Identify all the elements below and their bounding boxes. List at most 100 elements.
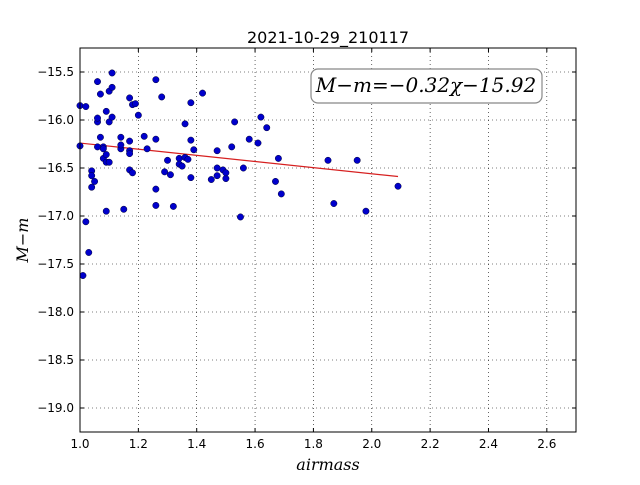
data-point	[272, 177, 279, 185]
data-point	[254, 139, 262, 147]
fit-line-layer	[79, 142, 399, 178]
data-point	[108, 113, 116, 121]
data-point	[140, 132, 148, 140]
data-point	[394, 182, 402, 190]
data-point	[158, 93, 166, 101]
data-point	[96, 133, 104, 141]
data-point	[94, 78, 101, 86]
y-tick-label: −17.0	[37, 209, 74, 223]
data-point	[126, 94, 134, 102]
data-point	[213, 172, 221, 180]
data-point	[184, 155, 192, 163]
data-point	[239, 164, 247, 172]
data-point	[105, 158, 113, 166]
data-point	[108, 69, 116, 77]
data-point	[102, 207, 110, 215]
data-point	[231, 118, 239, 126]
x-axis-label: airmass	[296, 455, 359, 474]
data-point	[79, 272, 87, 279]
data-point	[175, 154, 183, 162]
data-point	[94, 114, 101, 122]
x-tick-label: 2.4	[479, 437, 498, 451]
x-tick-label: 1.2	[129, 437, 148, 451]
data-point	[88, 172, 96, 180]
x-tick-label: 2.0	[362, 437, 381, 451]
data-point	[152, 76, 160, 84]
data-point	[152, 185, 160, 193]
axis-ticks: 1.0 1.2 1.4 1.6 1.8 2.0 2.2 2.4 2.6 −15.5 −16.0 −16…	[37, 48, 576, 451]
data-point	[199, 89, 206, 97]
data-point	[245, 135, 253, 143]
fit-line	[79, 142, 399, 178]
data-point	[85, 249, 93, 256]
y-tick-label: −18.5	[37, 353, 74, 367]
data-point	[353, 156, 361, 164]
data-point	[187, 174, 195, 182]
data-point	[228, 143, 236, 151]
fit-equation: M−m=−0.32χ−15.92	[315, 73, 536, 97]
data-point	[134, 111, 142, 119]
data-point	[94, 143, 101, 151]
fit-annotation-box: M−m=−0.32χ−15.92	[310, 68, 543, 104]
data-point	[126, 150, 134, 158]
data-point	[181, 120, 189, 128]
data-point	[164, 156, 171, 164]
data-point	[190, 146, 198, 154]
data-point	[362, 207, 370, 215]
x-tick-label: 1.6	[246, 437, 265, 451]
data-point	[166, 171, 174, 179]
data-point	[213, 147, 221, 155]
data-point	[169, 202, 177, 210]
data-point	[120, 205, 128, 213]
data-point	[257, 113, 265, 121]
data-point	[102, 107, 110, 115]
data-point	[117, 133, 125, 141]
data-point	[143, 145, 151, 153]
data-point	[330, 200, 338, 207]
y-axis-label: M−m	[13, 218, 32, 264]
data-point	[263, 124, 271, 132]
data-point	[88, 183, 96, 191]
data-point	[178, 162, 186, 170]
data-point	[237, 213, 244, 221]
data-point	[102, 151, 110, 159]
data-point	[207, 176, 215, 183]
y-tick-label: −16.5	[37, 161, 74, 175]
grid-lines	[79, 48, 576, 432]
x-tick-label: 2.6	[537, 437, 556, 451]
x-tick-label: 1.4	[187, 437, 206, 451]
data-point	[324, 156, 332, 164]
data-point	[91, 177, 99, 185]
x-tick-label: 2.2	[421, 437, 440, 451]
data-point	[187, 99, 195, 107]
x-tick-label: 1.0	[70, 437, 89, 451]
data-point	[274, 154, 282, 162]
data-point	[187, 136, 195, 144]
data-point	[213, 164, 221, 172]
data-point	[82, 103, 90, 111]
data-point	[152, 135, 160, 143]
annotation-frame	[310, 68, 543, 104]
y-tick-label: −15.5	[37, 65, 74, 79]
chart-title: 2021-10-29_210117	[247, 28, 409, 48]
data-point	[108, 83, 116, 91]
data-point	[277, 190, 285, 198]
y-tick-label: −18.0	[37, 305, 74, 319]
x-tick-label: 1.8	[304, 437, 323, 451]
y-tick-label: −17.5	[37, 257, 74, 271]
plot-frame	[79, 47, 577, 433]
data-point	[131, 100, 139, 108]
data-points	[76, 69, 402, 279]
data-point	[222, 169, 230, 177]
data-point	[82, 218, 90, 226]
data-point	[152, 201, 160, 209]
data-point	[96, 90, 104, 98]
data-point	[126, 137, 134, 145]
data-point	[99, 145, 107, 153]
data-point	[129, 169, 136, 177]
data-point	[161, 168, 169, 176]
y-tick-label: −16.0	[37, 113, 74, 127]
y-tick-label: −19.0	[37, 401, 74, 415]
